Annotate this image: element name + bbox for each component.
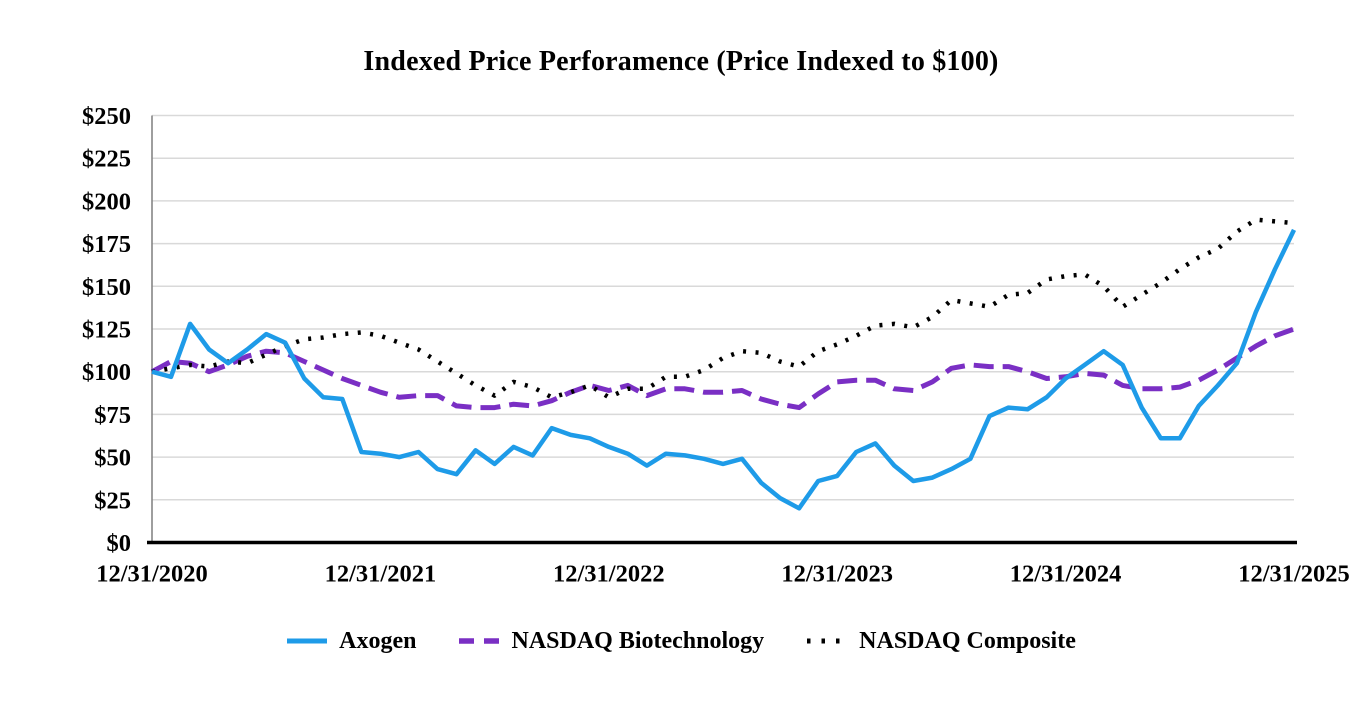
series-line-nasdaq-biotechnology [150, 326, 1295, 411]
x-tick-label: 12/31/2021 [325, 561, 437, 588]
y-tick-label: $225 [82, 146, 131, 173]
y-tick-label: $100 [82, 359, 131, 386]
x-tick-label: 12/31/2020 [96, 561, 208, 588]
series-line-axogen [151, 228, 1297, 511]
y-tick-label: $125 [82, 317, 131, 344]
legend-label: NASDAQ Composite [859, 627, 1076, 654]
legend-item-nasdaq-biotechnology: NASDAQ Biotechnology [458, 628, 764, 655]
x-tick-label: 12/31/2024 [1010, 561, 1122, 588]
y-tick-label: $25 [94, 487, 131, 514]
x-tick-label: 12/31/2025 [1238, 561, 1350, 588]
y-tick-label: $0 [107, 530, 132, 557]
chart-title: Indexed Price Perforamence (Price Indexe… [363, 46, 999, 77]
legend-label: NASDAQ Biotechnology [511, 627, 765, 654]
legend-swatch-dotted-icon [807, 638, 848, 644]
legend-item-axogen: Axogen [286, 628, 416, 655]
y-tick-label: $175 [82, 231, 131, 258]
y-tick-label: $200 [82, 188, 131, 215]
gridlines [152, 114, 1294, 501]
y-tick-label: $75 [94, 402, 131, 429]
y-tick-labels: $0 $25 $50 $75 $100 $125 $150 $175 $200 $225 $250 [82, 103, 131, 557]
y-tick-label: $150 [82, 274, 131, 301]
x-tick-label: 12/31/2022 [553, 561, 665, 588]
y-tick-label: $250 [82, 103, 131, 130]
legend-swatch-dashed-icon [459, 638, 500, 644]
legend-label: Axogen [339, 627, 417, 654]
legend-swatch-solid-icon [287, 638, 328, 644]
legend-item-nasdaq-composite: NASDAQ Composite [806, 628, 1076, 655]
x-tick-label: 12/31/2023 [781, 561, 893, 588]
legend: Axogen NASDAQ Biotechnology NASDAQ Composi… [0, 624, 1362, 658]
x-tick-labels: 12/31/2020 12/31/2021 12/31/2022 12/31/2023… [96, 561, 1350, 588]
y-tick-label: $50 [94, 445, 131, 472]
